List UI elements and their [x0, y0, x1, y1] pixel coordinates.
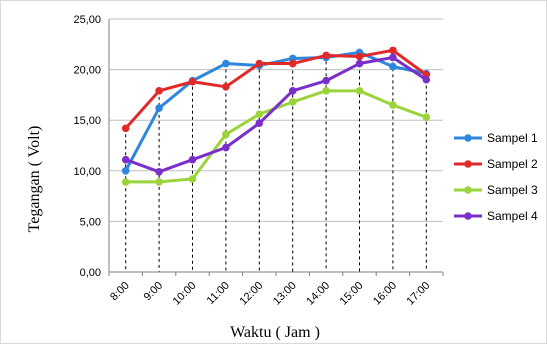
- series-lines: [121, 46, 431, 186]
- legend: Sampel 1 Sampel 2 Sampel 3 Sampel 4: [454, 131, 538, 223]
- legend-label: Sampel 2: [487, 157, 538, 171]
- data-point: [222, 143, 230, 152]
- data-point: [255, 110, 264, 118]
- data-point: [322, 76, 330, 85]
- x-tick-label: 14:00: [304, 280, 332, 308]
- series-line: [124, 55, 428, 174]
- legend-item: Sampel 3: [454, 183, 538, 197]
- data-point: [322, 51, 330, 60]
- data-point: [188, 175, 197, 183]
- data-point: [288, 87, 297, 95]
- x-tick-label: 10:00: [171, 280, 199, 308]
- data-point: [255, 119, 264, 128]
- legend-marker: [464, 212, 472, 220]
- legend-label: Sampel 3: [487, 183, 538, 197]
- x-tick-label: 8:00: [108, 280, 132, 304]
- data-point: [355, 87, 364, 95]
- data-point: [155, 178, 163, 186]
- series-sampel-1: [121, 48, 431, 175]
- data-point: [389, 62, 397, 71]
- y-tick-label: 15,00: [73, 115, 101, 127]
- legend-marker: [464, 186, 472, 194]
- data-point: [255, 59, 264, 68]
- x-tick-label: 13:00: [271, 280, 299, 308]
- series-sampel-2: [121, 46, 431, 133]
- legend-item: Sampel 2: [454, 157, 538, 171]
- data-point: [121, 178, 130, 186]
- data-point: [121, 155, 130, 164]
- data-point: [389, 53, 397, 62]
- x-tick-label: 17:00: [404, 280, 432, 308]
- x-axis-title: Waktu ( Jam ): [230, 324, 320, 341]
- legend-item: Sampel 1: [454, 131, 538, 145]
- data-point: [422, 75, 431, 84]
- data-point: [121, 124, 130, 133]
- legend-label: Sampel 4: [487, 209, 538, 223]
- y-tick-label: 5,00: [80, 216, 101, 228]
- data-point: [188, 155, 197, 164]
- x-tick-label: 15:00: [338, 280, 366, 308]
- data-point: [288, 59, 297, 68]
- data-point: [322, 87, 330, 95]
- data-point: [155, 87, 163, 95]
- x-tick-label: 12:00: [237, 280, 265, 308]
- x-tick-label: 16:00: [371, 280, 399, 308]
- axes: [108, 19, 444, 276]
- legend-marker: [464, 134, 472, 142]
- data-point: [222, 59, 230, 68]
- series-sampel-4: [121, 53, 431, 176]
- x-tick-label: 11:00: [205, 280, 232, 307]
- y-axis-title: Tegangan ( Volt): [26, 126, 43, 233]
- data-point: [355, 52, 364, 61]
- y-tick-label: 25,00: [73, 14, 101, 26]
- series-line: [124, 48, 428, 130]
- series-line: [124, 50, 428, 173]
- y-tick-label: 10,00: [73, 166, 101, 178]
- legend-label: Sampel 1: [487, 131, 538, 145]
- y-tick-label: 20,00: [73, 65, 101, 77]
- data-point: [222, 130, 230, 139]
- data-point: [155, 168, 163, 176]
- y-tick-label: 0,00: [80, 267, 101, 279]
- data-point: [355, 59, 364, 68]
- data-point: [288, 98, 297, 106]
- legend-marker: [464, 160, 472, 168]
- drop-lines: [125, 50, 427, 272]
- data-point: [155, 104, 163, 112]
- data-point: [222, 83, 230, 91]
- data-point: [121, 167, 130, 175]
- data-point: [389, 46, 397, 55]
- data-point: [389, 101, 397, 109]
- data-point: [422, 113, 431, 121]
- legend-item: Sampel 4: [454, 209, 538, 223]
- data-point: [188, 77, 197, 86]
- y-tick-labels: 0,00 5,00 10,00 15,00 20,00 25,00: [73, 14, 101, 279]
- x-tick-labels: 8:00 9:00 10:00 11:00 12:00 13:00 14:00 15:00 16…: [108, 280, 432, 308]
- x-tick-label: 9:00: [142, 280, 166, 304]
